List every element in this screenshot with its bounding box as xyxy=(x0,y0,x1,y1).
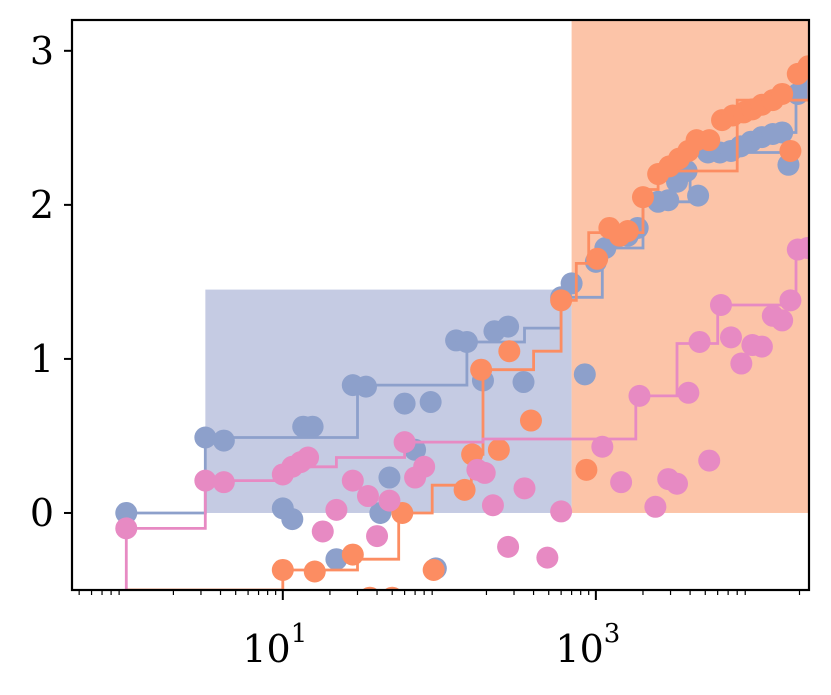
series-2-point-6 xyxy=(297,446,320,469)
series-1-point-0 xyxy=(271,558,294,581)
series-2-point-7 xyxy=(311,520,334,543)
series-2-point-2 xyxy=(212,471,235,494)
series-0-point-11 xyxy=(378,466,401,489)
series-1 xyxy=(126,55,809,590)
series-2-point-23 xyxy=(591,435,614,458)
series-2-point-21 xyxy=(536,546,559,569)
series-0-point-4 xyxy=(281,508,304,531)
series-2-point-10 xyxy=(356,485,379,508)
series-2-point-0 xyxy=(115,517,138,540)
series-1-point-7 xyxy=(453,478,476,501)
series-1-point-25 xyxy=(698,129,721,152)
series-2-point-25 xyxy=(628,384,651,407)
series-0-point-0 xyxy=(115,501,138,524)
series-2 xyxy=(115,237,809,590)
series-1-point-6 xyxy=(422,558,445,581)
series-2-point-15 xyxy=(413,455,436,478)
series-2-point-1 xyxy=(194,469,217,492)
series-2-point-29 xyxy=(677,381,700,404)
series-0-point-6 xyxy=(301,415,324,438)
series-0-point-12 xyxy=(393,392,416,415)
x-tick-label: 103 xyxy=(555,619,620,671)
series-2-point-22 xyxy=(550,500,573,523)
series-2-point-19 xyxy=(497,535,520,558)
series-2-point-13 xyxy=(393,431,416,454)
series-2-point-12 xyxy=(378,489,401,512)
series-2-point-11 xyxy=(366,525,389,548)
series-layer xyxy=(115,55,809,590)
series-2-point-32 xyxy=(709,294,732,316)
series-0-point-2 xyxy=(212,429,235,452)
series-2-point-34 xyxy=(730,352,753,375)
series-1-point-18 xyxy=(616,220,639,243)
y-tick-label: 1 xyxy=(30,337,54,381)
series-0-point-42 xyxy=(771,121,794,144)
y-tick-label: 0 xyxy=(30,491,54,535)
y-tick-label: 3 xyxy=(30,29,54,73)
series-1-point-32 xyxy=(771,82,794,105)
series-1-point-1 xyxy=(303,560,326,583)
series-1-point-13 xyxy=(550,289,573,312)
series-1-point-10 xyxy=(487,438,510,461)
series-2-point-41 xyxy=(796,237,809,259)
series-2-point-31 xyxy=(698,449,721,472)
series-2-point-26 xyxy=(644,495,667,518)
axes: 0 1 2 3 101 103 xyxy=(30,29,801,671)
series-2-point-33 xyxy=(719,326,742,349)
series-2-point-30 xyxy=(688,330,711,353)
series-2-point-8 xyxy=(325,498,348,521)
y-tick-label: 2 xyxy=(30,183,54,227)
series-1-point-35 xyxy=(797,55,809,78)
series-0-point-34 xyxy=(687,184,710,207)
plot-frame xyxy=(70,18,811,592)
series-2-point-20 xyxy=(513,477,536,500)
x-tick-label: 101 xyxy=(242,619,307,671)
series-2-point-24 xyxy=(610,471,633,494)
series-1-point-14 xyxy=(575,458,598,481)
series-0-point-14 xyxy=(419,391,442,414)
series-2-point-28 xyxy=(666,472,689,495)
series-0-point-17 xyxy=(455,330,478,353)
series-1-point-19 xyxy=(631,186,654,209)
series-1-point-9 xyxy=(470,358,493,381)
series-1-point-15 xyxy=(586,247,609,270)
series-2-point-39 xyxy=(779,289,802,312)
series-2-point-38 xyxy=(771,309,794,332)
series-0-point-31 xyxy=(657,189,680,212)
series-1-point-33 xyxy=(779,139,802,162)
series-0-point-24 xyxy=(573,363,596,386)
series-2-point-9 xyxy=(341,469,364,492)
series-1-point-12 xyxy=(519,409,542,432)
series-2-point-36 xyxy=(750,335,773,358)
series-0-point-1 xyxy=(194,426,217,449)
series-2-point-18 xyxy=(481,494,504,517)
series-0-point-9 xyxy=(354,375,377,398)
series-1-point-11 xyxy=(498,340,521,363)
series-0-point-21 xyxy=(512,371,535,394)
series-2-point-17 xyxy=(473,461,496,484)
series-1-point-2 xyxy=(341,543,364,566)
series-0-point-20 xyxy=(497,315,520,338)
